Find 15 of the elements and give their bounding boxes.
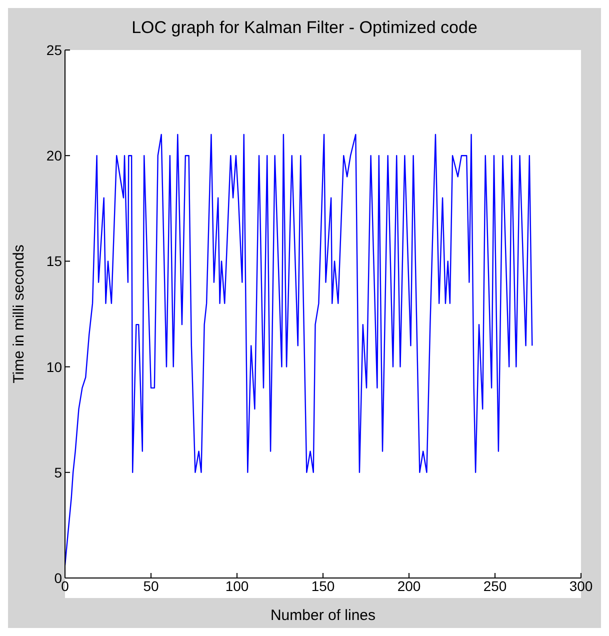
y-axis-title: Time in milli seconds: [10, 244, 28, 384]
x-tick-label: 250: [483, 578, 507, 594]
y-tick-label: 20: [46, 148, 62, 164]
y-tick-label: 15: [46, 253, 62, 270]
y-tick-label: 25: [46, 42, 62, 58]
x-tick-label: 200: [397, 578, 421, 594]
x-tick-label: 300: [569, 578, 593, 594]
y-tick-label: 5: [54, 464, 62, 480]
chart-title: LOC graph for Kalman Filter - Optimized code: [130, 18, 478, 38]
y-tick-label: 10: [46, 358, 62, 375]
x-tick-label: 50: [143, 578, 159, 594]
x-axis-title: Number of lines: [270, 607, 376, 624]
line-series: [65, 134, 533, 566]
x-tick-label: 100: [225, 578, 249, 594]
x-tick-label: 150: [311, 578, 335, 594]
